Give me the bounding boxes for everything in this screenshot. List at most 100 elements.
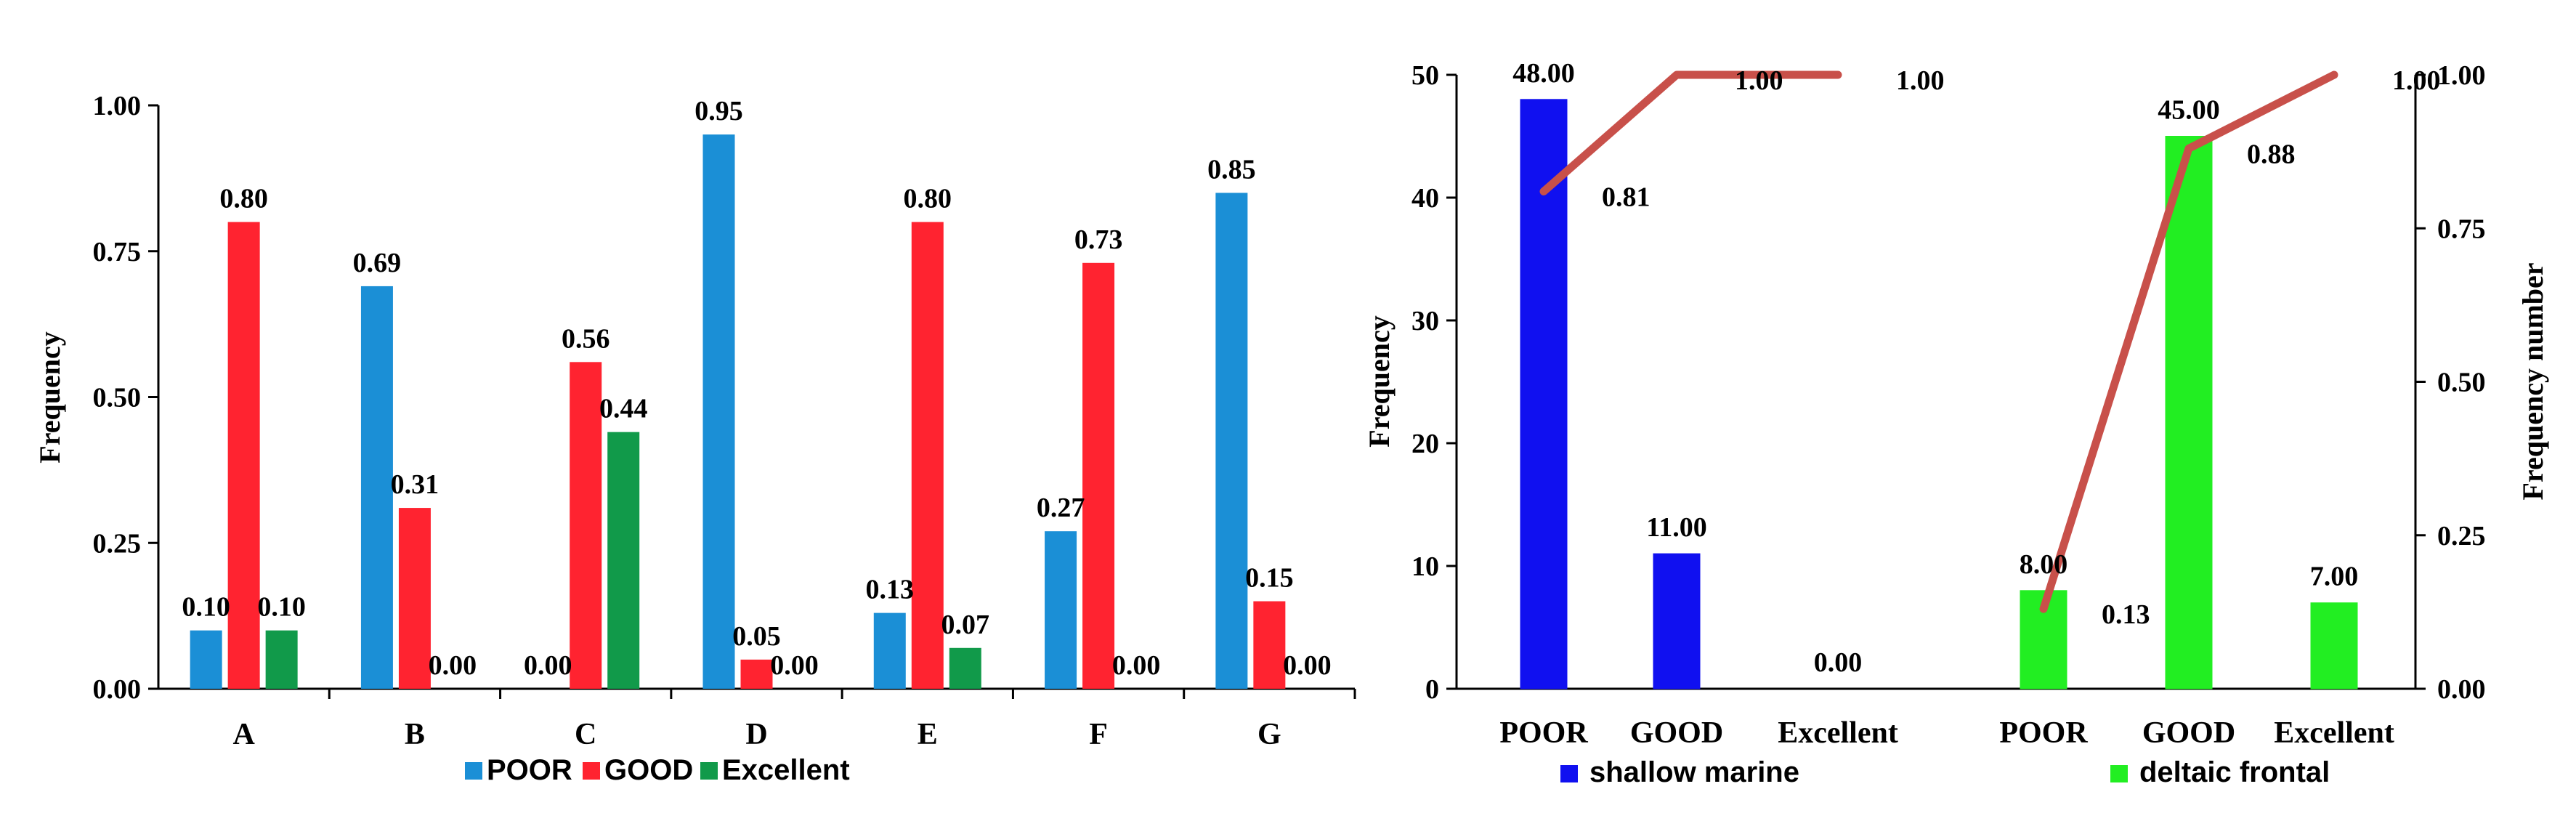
left-bar-poor [702,134,735,689]
left-x-tick-label: E [918,718,938,751]
right-data-labels: 48.00 11.00 0.00 0.81 1.00 1.00 8.00 45.00 7.00 0… [1512,58,2440,678]
right-bar [2310,602,2358,689]
right-bar-label: 45.00 [2158,95,2220,126]
right-cumulative-line [1539,70,1842,196]
left-x-tick-label: A [232,718,255,751]
left-bar-good [398,508,431,689]
right-y2-axis-title: Frequency number [2516,262,2549,500]
right-cumulative-line [2039,70,2338,613]
left-bar-poor [190,630,222,689]
left-bar-label: 0.00 [524,650,572,681]
right-cumulative-label: 1.00 [2392,65,2441,96]
right-x-tick-label: GOOD [2142,716,2235,750]
right-legend-swatch [2110,765,2128,782]
left-x-tick-label: D [745,718,767,751]
left-bar-good [570,362,602,689]
left-bar-good [227,222,260,689]
left-bar-excellent [607,432,640,689]
left-bar-label: 0.00 [429,650,477,681]
right-x-tick-label: GOOD [1630,716,1723,750]
right-x-tick-label: POOR [1499,716,1588,750]
left-bar-label: 0.10 [257,592,306,623]
left-bar-label: 0.31 [391,469,440,500]
right-y-tick-label: 10 [1411,551,1439,582]
left-y-tick-label: 0.25 [93,528,142,559]
left-bar-poor [1045,531,1077,689]
right-x-ticks: POOR GOOD Excellent POOR GOOD Excellent [1499,716,2394,750]
left-y-tick-label: 0.75 [93,237,142,267]
left-bar-good [740,659,773,689]
right-y-tick-label: 20 [1411,429,1439,459]
right-y2-tick-label: 1.00 [2437,60,2486,91]
left-bar-label: 0.07 [941,610,990,640]
right-cumulative-label: 0.81 [1602,182,1650,213]
left-legend: POOR GOOD Excellent [465,754,850,786]
right-bar [1520,99,1568,689]
left-legend-label: Excellent [722,754,850,786]
right-y2-tick-label: 0.00 [2437,674,2486,705]
left-bar-label: 0.80 [219,184,268,214]
left-bar-label: 0.73 [1074,225,1123,255]
right-bar [1653,553,1701,689]
right-cumulative-label: 1.00 [1896,65,1945,96]
right-legend-swatch [1560,765,1578,782]
left-x-tick-label: F [1089,718,1108,751]
left-legend-swatch [700,762,718,780]
left-y-tick-label: 0.00 [93,674,142,705]
left-bar-label: 0.69 [353,248,402,278]
left-y-ticks: 0.00 0.25 0.50 0.75 1.00 [93,91,158,705]
right-x-tick-label: Excellent [2274,716,2394,750]
left-bar-label: 0.13 [866,575,915,605]
right-legend-label: shallow marine [1589,756,1799,788]
left-bar-label: 0.27 [1037,493,1085,523]
left-bar-good [1253,601,1286,689]
right-y-ticks: 0 10 20 30 40 50 [1411,60,1457,705]
left-legend-label: POOR [487,754,572,786]
left-x-tick-label: B [405,718,425,751]
left-y-tick-label: 1.00 [93,91,142,121]
right-legend: shallow marine deltaic frontal [1560,756,2330,788]
right-y2-tick-label: 0.25 [2437,521,2486,551]
left-bar-good [1082,262,1115,689]
left-y-axis-title: Frequency [33,331,66,463]
right-bar-label: 48.00 [1512,58,1575,89]
left-bar-excellent [949,647,981,689]
left-bar-poor [873,612,906,689]
left-x-ticks: A B C D E F G [232,689,1356,751]
left-bar-label: 0.15 [1245,563,1294,594]
right-y-tick-label: 30 [1411,306,1439,336]
right-bar-label: 0.00 [1814,647,1863,678]
left-bar-label: 0.95 [694,96,743,126]
right-cumulative-label: 0.13 [2102,599,2150,630]
left-bar-label: 0.05 [732,621,781,652]
right-chart: 0 10 20 30 40 50 0.00 0.25 0.50 0.75 1.00 POOR GOO… [1363,58,2549,788]
left-bar-poor [360,286,393,689]
left-chart: 0.00 0.25 0.50 0.75 1.00 A B C D E F G 0.10 0.80 0.1… [33,91,1356,786]
left-bar-excellent [265,630,298,689]
left-legend-swatch [465,762,482,780]
left-bar-label: 0.56 [562,323,610,354]
left-bar-label: 0.80 [904,184,952,214]
right-x-tick-label: POOR [1999,716,2088,750]
left-legend-label: GOOD [604,754,693,786]
right-y-axis-title: Frequency [1363,315,1396,447]
right-y-tick-label: 50 [1411,60,1439,91]
right-y2-tick-label: 0.75 [2437,214,2486,244]
left-y-tick-label: 0.50 [93,383,142,413]
left-bar-label: 0.10 [182,592,230,623]
right-cumulative-lines [1539,70,2338,613]
right-y-tick-label: 0 [1425,674,1439,705]
right-bar-label: 8.00 [2020,549,2068,580]
right-cumulative-label: 0.88 [2247,139,2296,169]
left-bar-good [911,222,944,689]
right-y2-tick-label: 0.50 [2437,368,2486,398]
left-x-tick-label: C [575,718,596,751]
left-bar-label: 0.00 [1112,650,1161,681]
left-bars [190,134,1286,689]
right-legend-label: deltaic frontal [2139,756,2330,788]
left-bar-label: 0.00 [1283,650,1332,681]
right-cumulative-label: 1.00 [1735,65,1783,96]
right-y2-ticks: 0.00 0.25 0.50 0.75 1.00 [2415,60,2486,705]
left-x-tick-label: G [1257,718,1281,751]
